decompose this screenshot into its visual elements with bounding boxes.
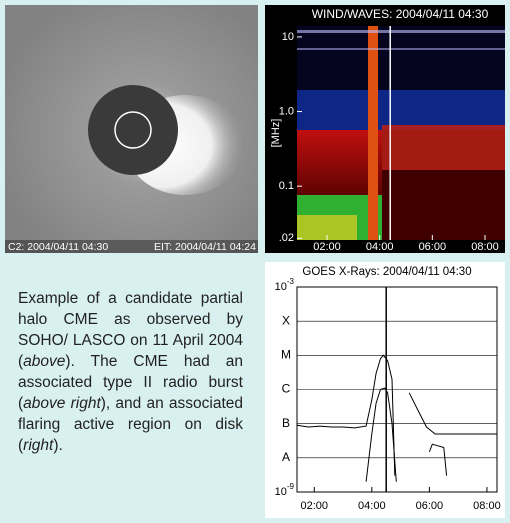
caption-text: above right <box>23 395 101 412</box>
y-tick-label: 10-9 <box>275 482 295 498</box>
x-tick-label: 06:00 <box>419 241 447 253</box>
caption-text: Example of a candidate partial halo CME … <box>18 290 243 370</box>
series-line <box>365 387 448 482</box>
series-line <box>296 354 497 476</box>
x-tick-label: 08:00 <box>471 241 499 253</box>
x-tick-label: 04:00 <box>358 500 386 512</box>
class-label: A <box>282 450 290 464</box>
y-tick-label: 10 <box>282 31 294 43</box>
tick-base: 10 <box>275 486 287 498</box>
x-tick-label: 08:00 <box>473 500 501 512</box>
lasco-image: C2: 2004/04/11 04:30 EIT: 2004/04/11 04:… <box>5 5 258 253</box>
caption-text: ). <box>53 437 63 454</box>
y-tick-label: 1.0 <box>279 105 294 117</box>
caption-text: above <box>23 353 66 370</box>
class-label: B <box>282 416 290 430</box>
x-tick-label: 06:00 <box>416 500 444 512</box>
y-axis-label: [MHz] <box>270 119 282 148</box>
y-tick-label: 0.1 <box>279 180 294 192</box>
y-tick-label: 10-3 <box>275 277 295 293</box>
class-label: M <box>281 348 291 362</box>
tick-base: 10 <box>275 281 287 293</box>
goes-panel <box>265 262 505 518</box>
caption: Example of a candidate partial halo CME … <box>18 288 243 456</box>
y-tick-label: .02 <box>279 232 294 244</box>
caption-text: right <box>23 437 54 454</box>
tick-exponent: -3 <box>287 277 295 286</box>
image-label: C2: 2004/04/11 04:30 <box>8 241 108 253</box>
x-tick-label: 02:00 <box>313 241 341 253</box>
x-tick-label: 04:00 <box>366 241 394 253</box>
tick-exponent: -9 <box>287 482 295 491</box>
x-tick-label: 02:00 <box>301 500 329 512</box>
spectrogram-image <box>297 26 505 240</box>
image-label: EIT: 2004/04/11 04:24 <box>154 241 256 253</box>
chart-title: WIND/WAVES: 2004/04/11 04:30 <box>312 7 489 21</box>
class-label: X <box>282 313 290 327</box>
caption-text: ). The CME had an associated type II rad… <box>18 353 243 412</box>
caption-text: ), and an associated flaring active regi… <box>18 395 243 454</box>
class-label: C <box>282 382 291 396</box>
chart-title: GOES X-Rays: 2004/04/11 04:30 <box>302 266 471 278</box>
